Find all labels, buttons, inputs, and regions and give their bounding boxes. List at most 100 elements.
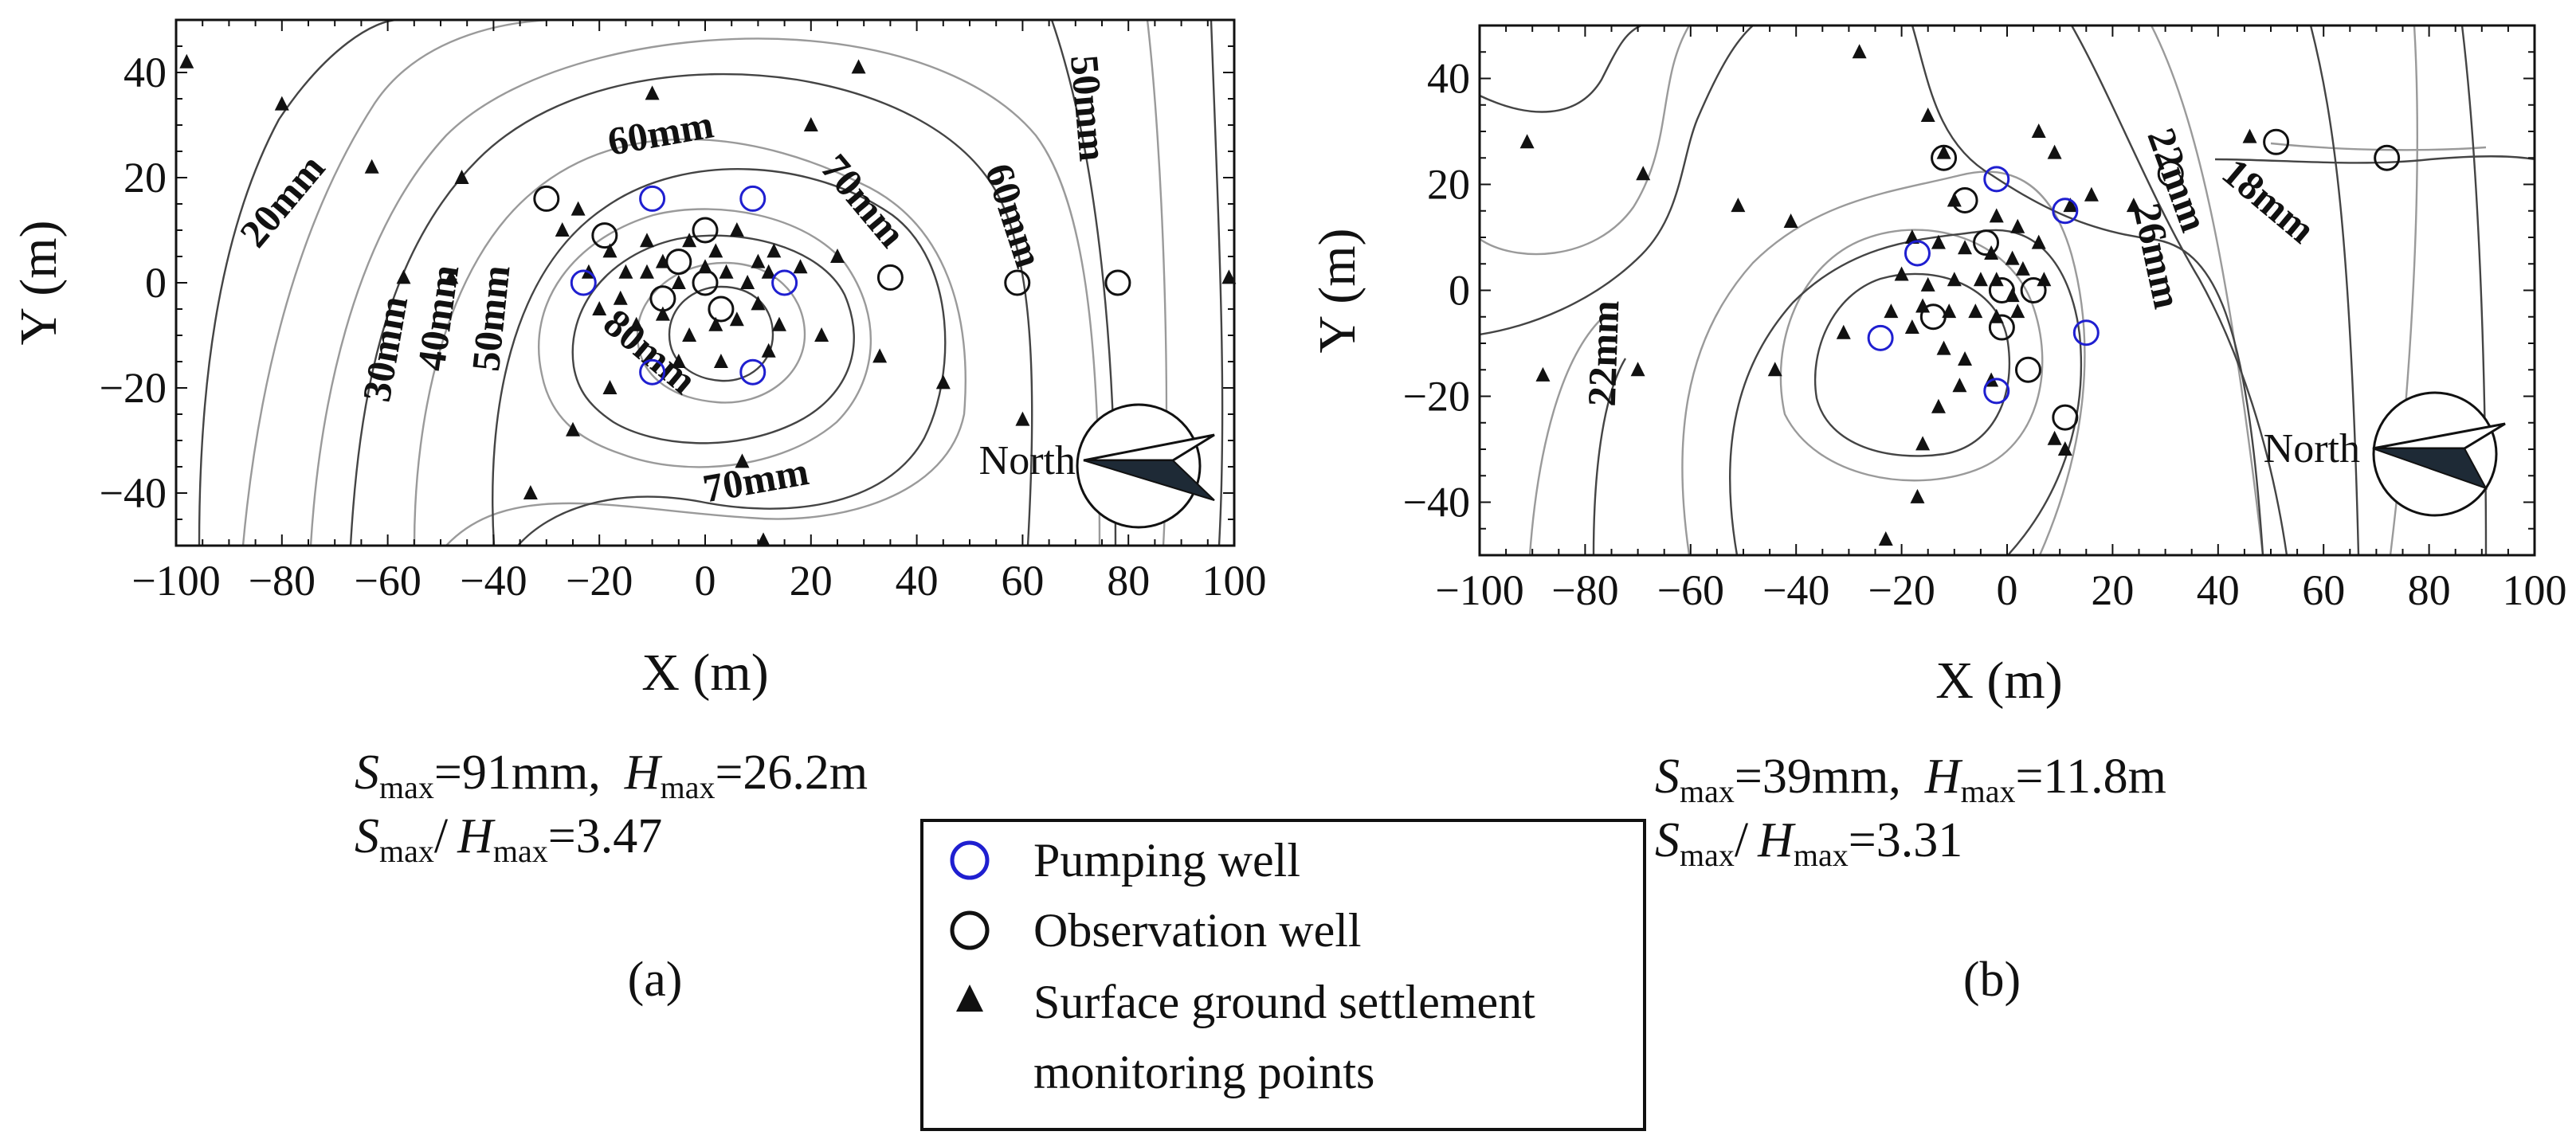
observation-well-b: [2014, 356, 2041, 383]
x-tick-label-a: 80: [1107, 557, 1150, 605]
pumping-well-a: [639, 185, 666, 212]
observation-well-b: [1919, 303, 1947, 331]
settlement-point-a: [655, 306, 670, 321]
settlement-point-a: [851, 59, 866, 74]
pumping-well-a: [639, 358, 666, 386]
observation-well-a: [591, 222, 618, 249]
settlement-point-b: [1973, 272, 1988, 287]
pumping-well-a: [739, 185, 767, 212]
settlement-point-a: [767, 243, 782, 258]
y-tick-label-a: 0: [145, 259, 167, 307]
x-tick-label-a: −80: [249, 557, 316, 605]
settlement-point-a: [719, 264, 734, 279]
x-axis-label-a: X (m): [641, 644, 768, 702]
settlement-point-a: [771, 316, 786, 331]
x-tick-label-a: −60: [354, 557, 421, 605]
observation-well-a: [1104, 269, 1131, 296]
stats-line-a: Smax=91mm, Hmax=26.2m: [355, 746, 868, 805]
settlement-point-b: [1894, 266, 1909, 281]
contour-label-b: 22mm: [1579, 299, 1628, 407]
settlement-point-b: [2047, 144, 2062, 159]
settlement-point-a: [935, 374, 951, 390]
contour-label-a: 60mm: [977, 159, 1052, 273]
settlement-point-a: [570, 201, 586, 216]
observation-well-a: [876, 264, 904, 291]
y-axis-label-a: Y (m): [10, 220, 68, 345]
contour-label-a: 70mm: [700, 448, 812, 511]
contour-label-a: 60mm: [604, 102, 716, 164]
observation-well-b: [2020, 277, 2047, 303]
settlement-point-a: [756, 532, 771, 547]
north-arrow-a: North: [979, 403, 1215, 529]
x-tick-label-a: 40: [896, 557, 939, 605]
settlement-point-b: [1904, 319, 1919, 335]
settlement-point-b: [1958, 350, 1973, 366]
pumping-well-b: [1983, 166, 2010, 193]
settlement-point-a: [740, 275, 755, 289]
observation-well-a: [692, 269, 719, 296]
settlement-point-a: [671, 275, 686, 289]
observation-well-b: [1951, 186, 1978, 213]
settlement-point-b: [1920, 108, 1935, 123]
y-tick-label-b: −20: [1403, 373, 1470, 421]
x-tick-label-b: 40: [2197, 566, 2240, 614]
settlement-point-a: [872, 348, 888, 363]
settlement-point-b: [2010, 218, 2025, 233]
settlement-point-a: [364, 159, 379, 174]
north-label-a: North: [979, 438, 1076, 483]
contour-label-a: 70mm: [813, 146, 916, 256]
observation-well-b: [1988, 314, 2015, 341]
settlement-point-a: [682, 233, 697, 248]
pumping-well-b: [2072, 319, 2100, 346]
x-tick-label-a: −20: [566, 557, 633, 605]
settlement-point-a: [444, 269, 459, 284]
settlement-point-b: [2047, 430, 2062, 445]
observation-well-a: [1004, 269, 1031, 296]
observation-well-b: [2052, 404, 2079, 431]
x-tick-label-a: −40: [460, 557, 527, 605]
settlement-point-a: [629, 316, 644, 331]
y-tick-label-b: 40: [1427, 55, 1470, 103]
settlement-point-a: [602, 380, 618, 394]
north-arrow-b: North: [2264, 391, 2506, 517]
settlement-point-b: [1910, 488, 1925, 503]
settlement-point-b: [1915, 436, 1931, 451]
x-tick-label-b: −60: [1657, 566, 1724, 614]
settlement-point-b: [2057, 441, 2072, 456]
observation-well-b: [2374, 144, 2401, 171]
legend: Pumping well Observation well Surface gr…: [920, 819, 1646, 1131]
settlement-point-b: [1783, 213, 1798, 229]
settlement-point-b: [1989, 208, 2004, 223]
legend-observation-marker: [950, 910, 990, 950]
settlement-point-b: [1836, 324, 1851, 339]
x-tick-label-b: 80: [2408, 566, 2451, 614]
x-tick-label-b: 20: [2091, 566, 2134, 614]
settlement-point-a: [592, 301, 607, 315]
settlement-point-a: [454, 170, 469, 184]
settlement-point-b: [1931, 398, 1946, 413]
settlement-point-b: [1904, 229, 1919, 244]
observation-well-a: [692, 217, 719, 244]
settlement-point-b: [1920, 276, 1935, 292]
settlement-point-a: [1221, 269, 1237, 284]
y-tick-label-a: −40: [100, 469, 167, 517]
legend-settlement-marker: [956, 985, 983, 1012]
settlement-point-a: [708, 316, 723, 331]
settlement-point-a: [708, 243, 723, 258]
x-tick-label-a: 60: [1001, 557, 1044, 605]
x-tick-label-a: −100: [131, 557, 220, 605]
ratio-line-b: Smax/Hmax=3.31: [1655, 813, 1962, 873]
settlement-point-a: [793, 259, 808, 274]
settlement-point-a: [523, 485, 538, 499]
settlement-point-a: [729, 222, 744, 237]
settlement-point-b: [2242, 128, 2257, 143]
observation-well-b: [1973, 229, 2000, 256]
settlement-point-a: [830, 249, 845, 263]
panel-label-a: (a): [628, 953, 683, 1007]
settlement-point-a: [729, 311, 744, 327]
contour-label-a: 50mm: [1062, 53, 1115, 163]
observation-well-a: [708, 296, 735, 323]
settlement-point-a: [602, 243, 618, 258]
observation-well-b: [2263, 128, 2290, 155]
